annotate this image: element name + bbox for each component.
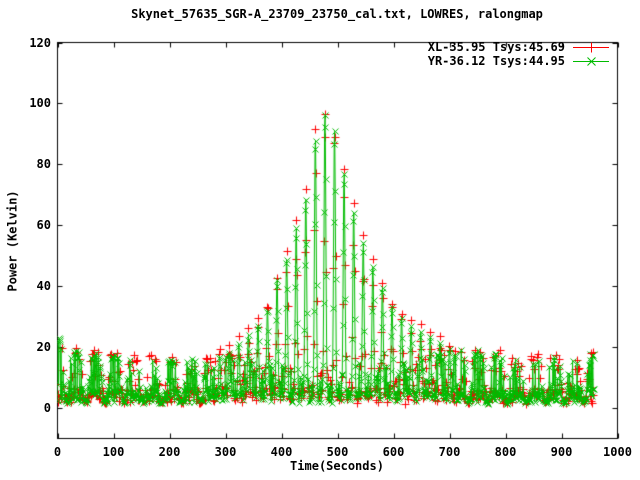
x-tick-label: 400 [270,445,293,459]
x-tick-label: 700 [438,445,461,459]
x-tick-label: 800 [494,445,517,459]
x-tick-label: 500 [326,445,349,459]
y-tick-label: 120 [29,35,51,50]
x-tick-label: 900 [550,445,573,459]
legend-entry-yr: YR-36.12 Tsys:44.95 [428,55,610,68]
x-tick-label: 100 [102,445,125,459]
x-tick-label: 200 [158,445,181,459]
y-tick-label: 80 [36,157,51,172]
legend-label-yr: YR-36.12 Tsys:44.95 [427,54,565,68]
y-tick-label: 100 [29,96,51,111]
x-tick-label: 1000 [603,445,632,459]
chart-title: Skynet_57635_SGR-A_23709_23750_cal.txt, … [131,7,543,21]
legend-sample-x-icon [573,57,609,66]
legend-entry-xl: XL-35.95 Tsys:45.69 [428,41,610,54]
y-tick-label: 60 [36,218,51,233]
legend: XL-35.95 Tsys:45.69 YR-36.12 Tsys:44.95 [428,41,610,69]
x-tick-label: 0 [53,445,62,459]
y-axis-label: Power (Kelvin) [5,190,20,292]
legend-label-xl: XL-35.95 Tsys:45.69 [427,40,565,54]
x-axis-label: Time(Seconds) [290,459,384,473]
y-tick-label: 0 [43,401,51,416]
y-tick-label: 40 [36,279,51,294]
legend-sample-plus-icon [573,42,609,53]
x-tick-label: 300 [214,445,237,459]
x-tick-label: 600 [382,445,405,459]
y-tick-label: 20 [36,340,51,355]
